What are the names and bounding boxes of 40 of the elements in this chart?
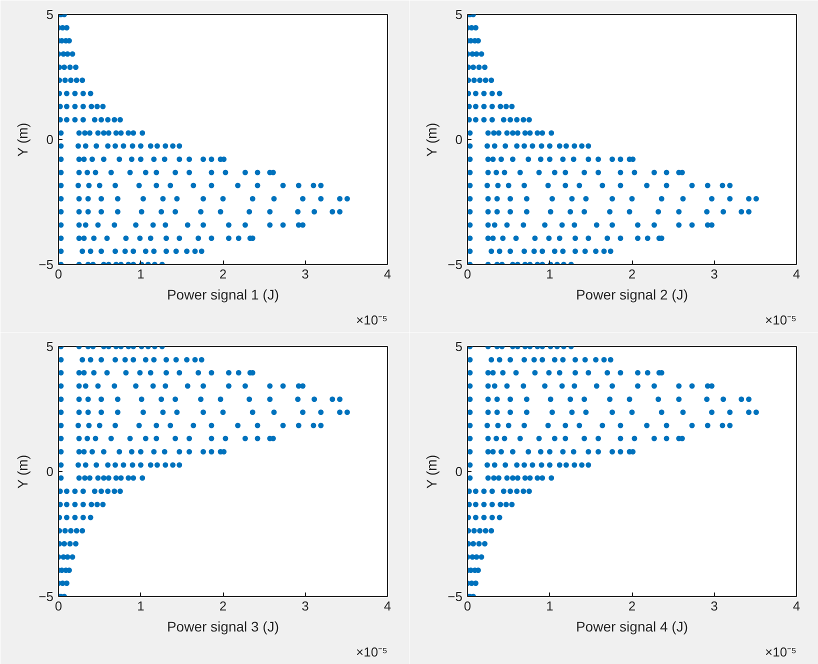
x-tick-label: 3 xyxy=(302,598,309,614)
y-axis-title: Y (m) xyxy=(14,122,31,157)
y-tick-label: −5 xyxy=(38,257,54,272)
y-axis-title: Y (m) xyxy=(424,454,440,489)
x-tick-label: 1 xyxy=(137,598,144,614)
x-tick-label: 1 xyxy=(546,266,554,282)
x-tick-label: 3 xyxy=(710,598,718,614)
x-tick-label: 1 xyxy=(137,266,144,282)
x-tick-label: 2 xyxy=(219,266,227,282)
x-axis-title: Power signal 3 (J) xyxy=(166,618,280,634)
text: ×10⁻⁵ xyxy=(765,644,797,660)
x-tick-label: 4 xyxy=(384,598,392,614)
y-tick-label: 5 xyxy=(455,339,463,354)
y-axis-title: Y (m) xyxy=(14,454,31,489)
y-tick-label: 5 xyxy=(455,7,463,22)
text: ×10⁻⁵ xyxy=(356,644,388,660)
x-axis-title: Power signal 1 (J) xyxy=(166,286,280,302)
y-tick-label: 0 xyxy=(46,464,54,479)
text: ×10⁻⁵ xyxy=(356,312,388,328)
x-tick-label: 4 xyxy=(792,266,800,282)
x-tick-label: 4 xyxy=(384,266,392,282)
x-tick-label: 2 xyxy=(628,266,636,282)
x-tick-label: 3 xyxy=(302,266,309,282)
x-axis-title: Power signal 4 (J) xyxy=(576,618,688,634)
y-tick-label: 5 xyxy=(46,339,54,354)
y-axis-title: Y (m) xyxy=(424,122,440,157)
y-tick-label: 5 xyxy=(46,7,54,22)
y-tick-label: −5 xyxy=(38,589,54,604)
x-tick-label: 2 xyxy=(219,598,227,614)
y-tick-label: −5 xyxy=(448,257,463,272)
x-tick-label: 4 xyxy=(792,598,800,614)
x-tick-label: 2 xyxy=(628,598,636,614)
x-tick-label: 3 xyxy=(710,266,718,282)
y-tick-label: 0 xyxy=(455,464,463,479)
y-tick-label: 0 xyxy=(455,132,463,147)
y-tick-label: 0 xyxy=(46,132,54,147)
y-tick-label: −5 xyxy=(448,589,463,604)
text: ×10⁻⁵ xyxy=(765,312,797,328)
x-axis-title: Power signal 2 (J) xyxy=(576,286,688,302)
x-tick-label: 1 xyxy=(546,598,554,614)
